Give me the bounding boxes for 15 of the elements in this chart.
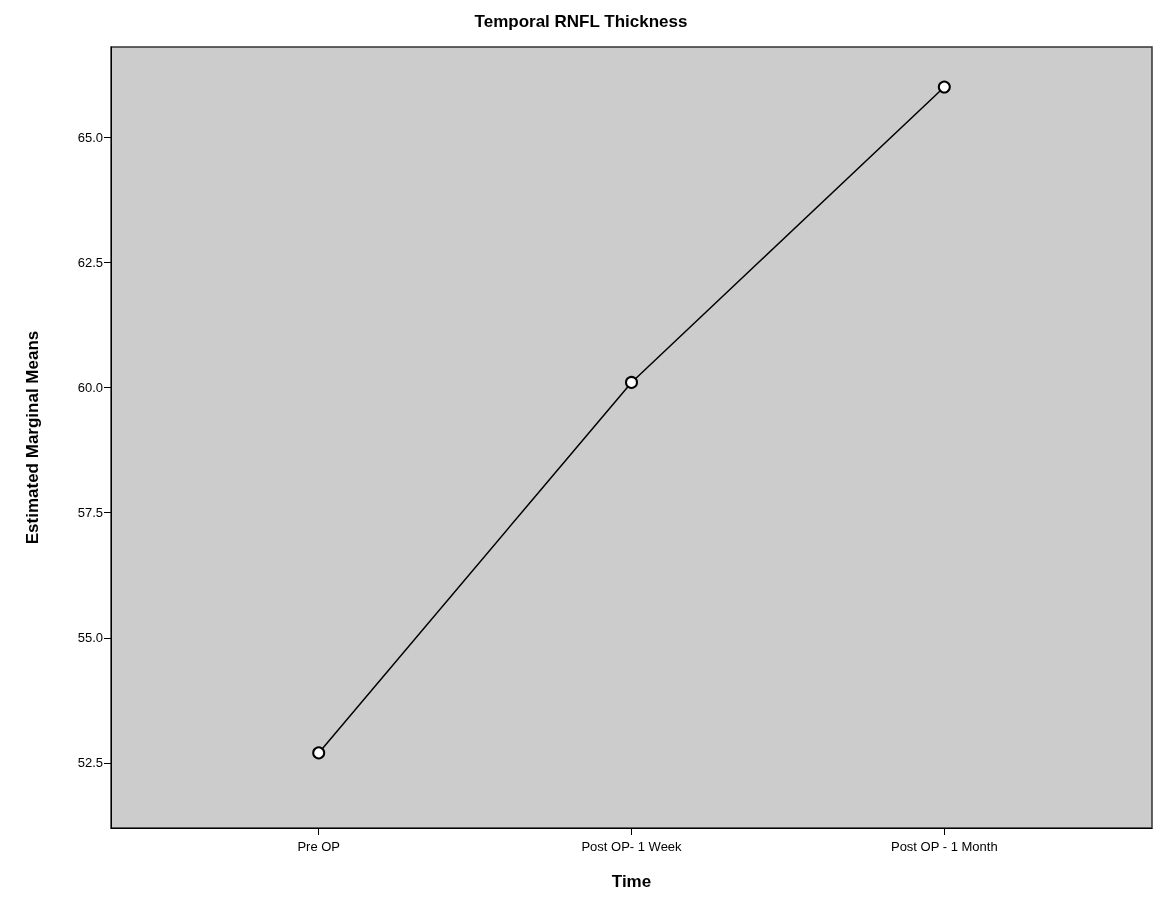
y-tick-label: 62.5	[77, 254, 103, 270]
x-tick-label: Pre OP	[297, 839, 341, 854]
point	[625, 375, 638, 389]
y-axis-title: Estimated Marginal Means	[23, 330, 42, 545]
y-tick-label: 52.5	[77, 755, 103, 771]
y-tick-label: 60.0	[77, 379, 103, 395]
y-tick-label: 57.5	[77, 505, 103, 521]
chart-title: Temporal RNFL Thickness	[474, 12, 688, 31]
x-axis-title: Time	[611, 872, 652, 891]
x-tick-label: Post OP - 1 Month	[890, 839, 998, 854]
point	[937, 80, 951, 94]
point	[312, 746, 326, 760]
y-tick-label: 55.0	[77, 630, 103, 646]
x-tick-label: Post OP- 1 Week	[581, 839, 683, 854]
y-tick-label: 65.0	[77, 129, 103, 145]
